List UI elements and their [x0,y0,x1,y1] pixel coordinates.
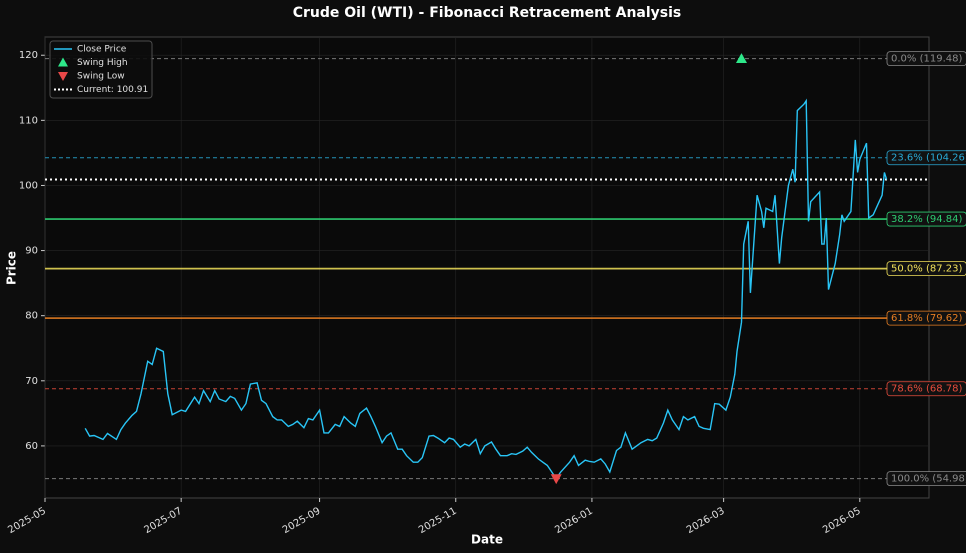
y-tick-label: 120 [19,50,38,61]
legend-label: Current: 100.91 [77,85,148,95]
y-tick-label: 90 [25,246,38,257]
legend-marker [58,57,68,67]
y-tick-label: 100 [19,180,38,191]
plot-area [44,36,930,499]
chart-title: Crude Oil (WTI) - Fibonacci Retracement … [293,5,682,21]
price-line [84,98,888,480]
fib-label: 78.6% (68.78) [891,384,962,395]
fib-label: 50.0% (87.23) [891,264,962,275]
fib-label-box [886,211,966,227]
fib-label-box [886,150,966,166]
legend-box [49,40,153,99]
y-tick-label: 70 [25,376,38,387]
legend-label: Swing High [77,58,128,68]
y-tick-label: 80 [25,311,38,322]
fib-label: 38.2% (94.84) [891,214,962,225]
y-axis-label: Price [5,251,19,285]
legend-marker [58,72,68,81]
y-tick-label: 60 [25,441,38,452]
swing-marker [550,474,562,485]
x-axis-label: Date [471,533,503,547]
fib-label-box [886,51,966,67]
legend-label: Swing Low [77,72,125,82]
fib-label-box [886,261,966,277]
swing-marker [735,53,747,64]
fib-label-box [886,471,966,486]
y-tick-label: 110 [19,115,38,126]
fib-label: 100.0% (54.98) [891,474,966,485]
fib-label: 61.8% (79.62) [891,313,962,324]
fib-label-box [886,381,966,397]
legend-label: Close Price [77,45,127,55]
fib-label: 23.6% (104.26) [891,153,966,164]
fib-label: 0.0% (119.48) [891,54,962,65]
fib-label-box [886,310,966,326]
